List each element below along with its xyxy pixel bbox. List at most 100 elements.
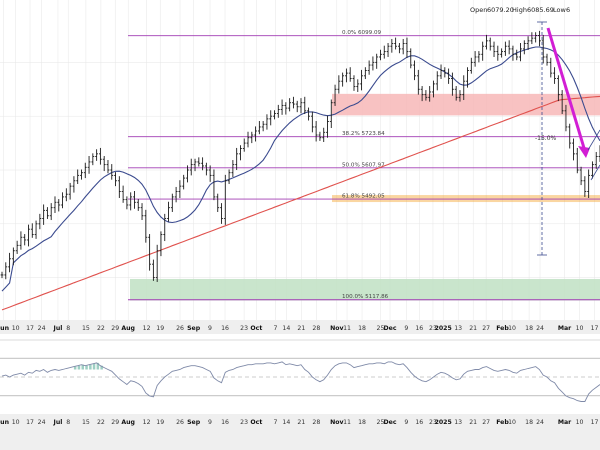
fib-level-label: 100.0% 5117.86 xyxy=(342,294,389,300)
x-tick-label: 28 xyxy=(312,325,320,332)
x-tick-label-bottom: Nov xyxy=(330,419,343,426)
x-tick-label-bottom: Jul xyxy=(53,419,63,426)
x-tick-label: 10 xyxy=(576,325,584,332)
x-tick-label: 25 xyxy=(377,325,385,332)
channel-line-upper xyxy=(587,129,600,151)
main-x-axis-labels: Jun101724Jul8152229Aug121926Sep91623Oct7… xyxy=(0,325,599,332)
x-tick-label-bottom: 19 xyxy=(156,419,164,426)
x-tick-label-bottom: 10 xyxy=(12,419,20,426)
x-tick-label-bottom: Feb xyxy=(496,419,509,426)
x-tick-label: 27 xyxy=(482,325,490,332)
grid-lines xyxy=(0,0,600,320)
x-tick-label-bottom: Mar xyxy=(558,419,572,426)
x-tick-label: 10 xyxy=(12,325,20,332)
x-tick-label-bottom: 21 xyxy=(469,419,477,426)
x-tick-label-bottom: Oct xyxy=(250,419,262,426)
x-tick-label-bottom: 18 xyxy=(358,419,366,426)
x-tick-label: 8 xyxy=(66,325,70,332)
indicator-panel xyxy=(0,340,600,414)
x-tick-label: 24 xyxy=(536,325,544,332)
x-tick-label-bottom: 8 xyxy=(66,419,70,426)
x-tick-label-bottom: 14 xyxy=(282,419,290,426)
fib-band-618 xyxy=(332,195,600,203)
channel-line-lower xyxy=(590,164,600,181)
ohlc-header: Open 6079.20 High 6085.69 Low 6 xyxy=(470,6,570,14)
x-tick-label: 19 xyxy=(156,325,164,332)
x-tick-label: 21 xyxy=(469,325,477,332)
resistance-zone xyxy=(332,93,600,116)
x-tick-label: 9 xyxy=(208,325,212,332)
x-tick-label-bottom: 10 xyxy=(576,419,584,426)
x-tick-label-bottom: 15 xyxy=(82,419,90,426)
x-tick-label-bottom: 16 xyxy=(415,419,423,426)
x-tick-label: 9 xyxy=(404,325,408,332)
x-tick-label-bottom: 18 xyxy=(525,419,533,426)
x-tick-label-bottom: 2025 xyxy=(435,419,452,426)
open-value: 6079.20 xyxy=(487,6,514,14)
x-tick-label: 15 xyxy=(82,325,90,332)
x-tick-label: 18 xyxy=(525,325,533,332)
x-tick-label-bottom: Dec xyxy=(383,419,396,426)
x-tick-label: 12 xyxy=(143,325,151,332)
x-tick-label: 11 xyxy=(343,325,351,332)
x-tick-label-bottom: 25 xyxy=(377,419,385,426)
x-tick-label: 16 xyxy=(415,325,423,332)
x-tick-label-bottom: 17 xyxy=(591,419,599,426)
low-label: Low xyxy=(553,6,566,14)
x-tick-label: 13 xyxy=(454,325,462,332)
x-tick-label: 16 xyxy=(221,325,229,332)
x-tick-label: 7 xyxy=(273,325,277,332)
x-tick-label: 23 xyxy=(429,325,437,332)
x-tick-label: 21 xyxy=(297,325,305,332)
fib-level-label: 61.8% 5492.05 xyxy=(342,194,385,200)
x-tick-label-bottom: 11 xyxy=(343,419,351,426)
x-tick-label: Feb xyxy=(496,325,509,332)
x-tick-label-bottom: 24 xyxy=(536,419,544,426)
x-tick-label-bottom: 21 xyxy=(297,419,305,426)
x-tick-label-bottom: 23 xyxy=(240,419,248,426)
x-tick-label-bottom: Sep xyxy=(187,419,201,426)
x-tick-label-bottom: 28 xyxy=(312,419,320,426)
x-tick-label-bottom: 23 xyxy=(429,419,437,426)
x-tick-label-bottom: Aug xyxy=(121,419,135,426)
x-tick-label: Sep xyxy=(187,325,201,332)
x-tick-label: Jul xyxy=(53,325,63,332)
high-value: 6085.69 xyxy=(527,6,554,14)
x-tick-label: Oct xyxy=(250,325,262,332)
fib-level-label: 50.0% 5607.97 xyxy=(342,162,385,168)
main-x-axis xyxy=(0,320,600,334)
fib-level-label: 0.0% 6099.09 xyxy=(342,30,382,36)
x-tick-label-bottom: 16 xyxy=(221,419,229,426)
x-tick-label: 14 xyxy=(282,325,290,332)
x-tick-label: Dec xyxy=(383,325,396,332)
x-tick-label-bottom: 9 xyxy=(208,419,212,426)
x-tick-label: 23 xyxy=(240,325,248,332)
x-tick-label-bottom: Jun xyxy=(0,419,9,426)
x-tick-label-bottom: 7 xyxy=(273,419,277,426)
x-tick-label: 17 xyxy=(26,325,34,332)
x-tick-label: 17 xyxy=(591,325,599,332)
x-tick-label-bottom: 22 xyxy=(97,419,105,426)
decline-arrow xyxy=(546,27,586,149)
x-tick-label: Nov xyxy=(330,325,343,332)
decline-arrowhead xyxy=(578,146,590,158)
moving-average-short xyxy=(1,46,600,292)
x-tick-label: 18 xyxy=(358,325,366,332)
high-label: High xyxy=(512,6,527,14)
x-tick-label: Aug xyxy=(121,325,135,332)
x-tick-label: 24 xyxy=(38,325,46,332)
x-tick-label-bottom: 26 xyxy=(176,419,184,426)
moving-average-long xyxy=(1,95,600,311)
indicator-levels xyxy=(0,357,600,397)
low-value: 6 xyxy=(566,6,570,14)
indicator-line xyxy=(1,361,600,402)
x-tick-label: 22 xyxy=(97,325,105,332)
x-tick-label: 2025 xyxy=(435,325,452,332)
x-tick-label-bottom: 13 xyxy=(454,419,462,426)
x-tick-label-bottom: 9 xyxy=(404,419,408,426)
x-tick-label: 26 xyxy=(176,325,184,332)
x-tick-label-bottom: 17 xyxy=(26,419,34,426)
x-tick-label-bottom: 24 xyxy=(38,419,46,426)
x-tick-label-bottom: 12 xyxy=(143,419,151,426)
